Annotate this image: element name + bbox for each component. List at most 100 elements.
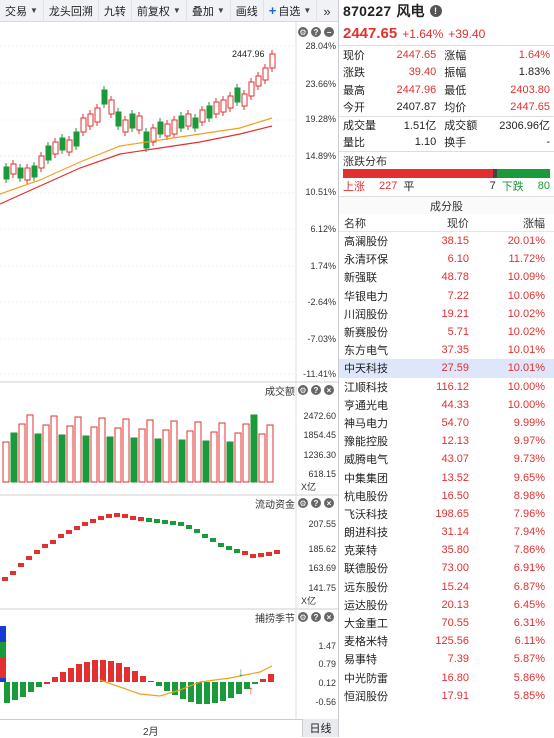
component-row[interactable]: 远东股份 15.24 6.87%: [339, 578, 554, 596]
component-row[interactable]: 永清环保 6.10 11.72%: [339, 250, 554, 268]
candle-body: [52, 141, 59, 155]
col-pct[interactable]: 涨幅: [523, 217, 545, 230]
candle-body: [248, 81, 255, 97]
quote-label: 振幅: [444, 67, 467, 80]
minus-icon[interactable]: −: [324, 27, 334, 37]
candle-body: [269, 53, 276, 69]
component-pct: 7.94%: [513, 526, 545, 539]
help-icon[interactable]: ?: [311, 612, 321, 622]
flow-mark: [226, 546, 232, 550]
more-chevron-icon[interactable]: »: [323, 3, 331, 19]
component-pct: 10.09%: [507, 271, 545, 284]
component-price: 13.52: [441, 471, 469, 484]
component-name: 中光防雷: [344, 672, 388, 685]
component-pct: 10.00%: [507, 398, 545, 411]
component-row[interactable]: 新赛股份 5.71 10.02%: [339, 323, 554, 341]
settings-icon[interactable]: ⚙: [298, 612, 308, 622]
volume-bar: [170, 420, 178, 483]
distribution-title: 涨跌分布: [339, 151, 554, 169]
quote-row: 量比 1.10 换手 -: [339, 134, 554, 152]
toolbar-draw-line-button[interactable]: 画线: [231, 0, 264, 22]
component-price: 116.12: [436, 380, 469, 393]
component-name: 高澜股份: [344, 236, 388, 249]
component-row[interactable]: 新强联 48.78 10.09%: [339, 268, 554, 286]
component-row[interactable]: 克莱特 35.80 7.86%: [339, 541, 554, 559]
toolbar-overlay-button[interactable]: 叠加 ▼: [187, 0, 231, 22]
toolbar-leader-review-button[interactable]: 龙头回溯: [44, 0, 99, 22]
season-bar: [188, 682, 194, 702]
component-price: 15.24: [441, 580, 469, 593]
axis-label: 19.28%: [305, 114, 336, 124]
component-row[interactable]: 豫能控股 12.13 9.97%: [339, 432, 554, 450]
flat-label: 平: [403, 181, 415, 193]
col-name[interactable]: 名称: [344, 217, 366, 230]
component-row[interactable]: 中光防雷 16.80 5.86%: [339, 669, 554, 687]
close-icon[interactable]: ×: [324, 385, 334, 395]
kline-chart-svg[interactable]: ↓↑: [0, 22, 338, 737]
info-icon[interactable]: !: [429, 5, 442, 17]
close-icon[interactable]: ×: [324, 498, 334, 508]
pane-title: 成交额: [265, 386, 295, 398]
settings-icon[interactable]: ⚙: [298, 27, 308, 37]
help-icon[interactable]: ?: [311, 385, 321, 395]
component-row[interactable]: 杭电股份 16.50 8.98%: [339, 487, 554, 505]
flow-mark: [10, 571, 16, 575]
component-row[interactable]: 高澜股份 38.15 20.01%: [339, 232, 554, 250]
candle-body: [192, 117, 199, 129]
period-button[interactable]: 日线: [302, 719, 338, 737]
help-icon[interactable]: ?: [311, 27, 321, 37]
component-row[interactable]: 大金重工 70.55 6.31%: [339, 614, 554, 632]
close-icon[interactable]: ×: [324, 612, 334, 622]
flow-mark: [66, 530, 72, 534]
component-row[interactable]: 神马电力 54.70 9.99%: [339, 414, 554, 432]
candle-body: [17, 167, 24, 179]
season-bar: [164, 682, 170, 691]
component-row[interactable]: 中集集团 13.52 9.65%: [339, 468, 554, 486]
toolbar-label: 叠加: [191, 5, 214, 18]
chart-area[interactable]: ↓ ↑ ⚙ ? − 28.04% 23.66% 19.28% 14.89% 10.…: [0, 22, 338, 738]
settings-icon[interactable]: ⚙: [298, 385, 308, 395]
quote-row: 现价 2447.65 涨幅 1.64%: [339, 46, 554, 64]
season-bar: [244, 682, 250, 689]
flow-mark: [106, 514, 112, 518]
component-pct: 5.86%: [513, 671, 545, 684]
flow-mark: [18, 563, 24, 567]
volume-bar: [138, 428, 146, 483]
component-row[interactable]: 运达股份 20.13 6.45%: [339, 596, 554, 614]
quote-label: 均价: [444, 102, 467, 114]
flow-mark: [162, 520, 168, 524]
candle-body: [136, 115, 143, 131]
component-row[interactable]: 川润股份 19.21 10.02%: [339, 305, 554, 323]
flow-mark: [242, 551, 248, 555]
volume-bar: [10, 432, 18, 483]
help-icon[interactable]: ?: [311, 498, 321, 508]
toolbar-trade-button[interactable]: 交易 ▼: [0, 0, 44, 22]
season-bar: [180, 682, 186, 699]
axis-label: 1.47: [318, 641, 336, 651]
toolbar-nine-turn-button[interactable]: 九转: [99, 0, 132, 22]
toolbar-adjust-button[interactable]: 前复权 ▼: [132, 0, 187, 22]
component-row[interactable]: 飞沃科技 198.65 7.96%: [339, 505, 554, 523]
col-price[interactable]: 现价: [447, 217, 469, 230]
distribution-bar: [343, 169, 550, 178]
component-row[interactable]: 中天科技 27.59 10.01%: [339, 359, 554, 378]
toolbar-watchlist-button[interactable]: + 自选 ▼: [264, 0, 318, 22]
component-row[interactable]: 华银电力 7.22 10.06%: [339, 287, 554, 305]
component-row[interactable]: 亨通光电 44.33 10.00%: [339, 396, 554, 414]
component-row[interactable]: 东方电气 37.35 10.01%: [339, 341, 554, 359]
quote-value: -: [546, 136, 550, 149]
component-row[interactable]: 麦格米特 125.56 6.11%: [339, 632, 554, 650]
component-row[interactable]: 易事特 7.39 5.87%: [339, 650, 554, 668]
candle-body: [227, 95, 234, 109]
season-bar: [36, 682, 42, 687]
flow-mark: [122, 514, 128, 518]
axis-label: 185.62: [308, 544, 336, 554]
component-row[interactable]: 恒润股份 17.91 5.85%: [339, 687, 554, 705]
component-row[interactable]: 联德股份 73.00 6.91%: [339, 559, 554, 577]
settings-icon[interactable]: ⚙: [298, 498, 308, 508]
component-row[interactable]: 江顺科技 116.12 10.00%: [339, 378, 554, 396]
component-price: 16.50: [441, 489, 469, 502]
component-row[interactable]: 朗进科技 31.14 7.94%: [339, 523, 554, 541]
component-pct: 10.02%: [507, 307, 545, 320]
component-row[interactable]: 威腾电气 43.07 9.73%: [339, 450, 554, 468]
